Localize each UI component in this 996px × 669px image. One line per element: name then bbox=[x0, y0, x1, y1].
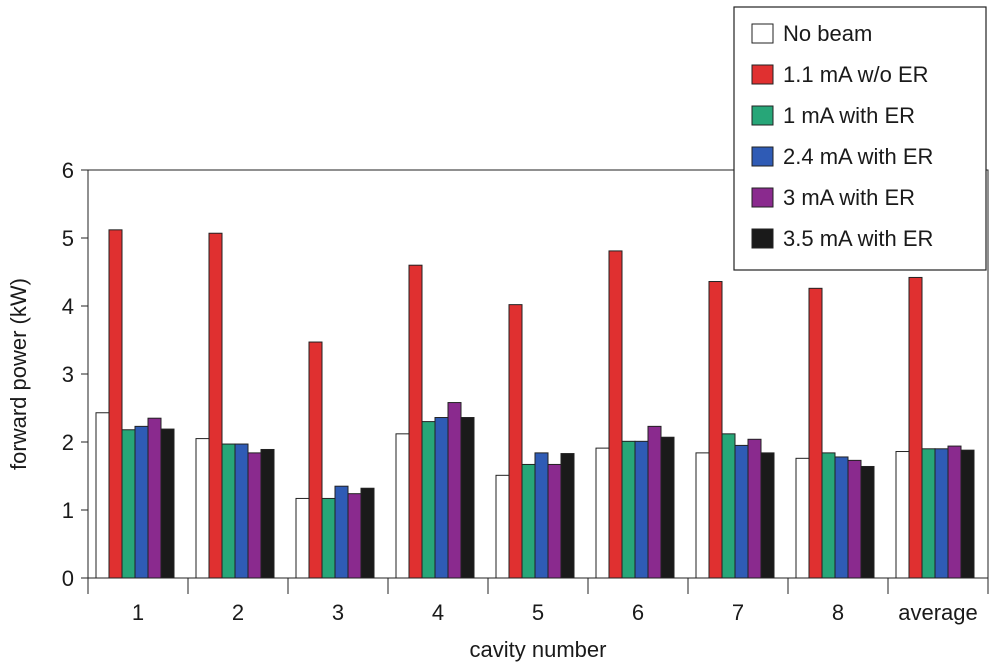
y-tick-label: 1 bbox=[62, 498, 74, 523]
bar-3-cat-6 bbox=[621, 440, 636, 579]
legend-swatch bbox=[751, 146, 774, 167]
bar-5-cat-2 bbox=[247, 452, 262, 579]
y-axis-title: forward power (kW) bbox=[6, 278, 31, 470]
bar-6-cat-7 bbox=[760, 452, 775, 579]
bar-3-cat-1 bbox=[121, 429, 136, 579]
bar-3-cat-8 bbox=[821, 452, 836, 579]
legend-box bbox=[733, 6, 987, 271]
legend-swatch bbox=[751, 23, 774, 44]
bar-6-cat-9 bbox=[960, 449, 975, 579]
bar-1-cat-8 bbox=[795, 457, 810, 579]
bar-1-cat-3 bbox=[295, 497, 310, 579]
axes-group: 0 1 2 3 4 5 6 1 2 3 4 5 6 7 8 average bbox=[62, 158, 989, 625]
bar-4-cat-1 bbox=[134, 425, 149, 579]
bar-2-cat-7 bbox=[708, 281, 723, 579]
bar-4-cat-9 bbox=[934, 448, 949, 579]
bar-1-cat-1 bbox=[95, 412, 110, 579]
bar-5-cat-7 bbox=[747, 438, 762, 579]
bar-3-cat-2 bbox=[221, 443, 236, 579]
bar-2-cat-2 bbox=[208, 232, 223, 579]
bar-5-cat-1 bbox=[147, 417, 162, 579]
legend-label: 1.1 mA w/o ER bbox=[783, 62, 929, 87]
bar-2-cat-8 bbox=[808, 287, 823, 579]
bar-2-cat-5 bbox=[508, 304, 523, 579]
legend-swatch bbox=[751, 187, 774, 208]
x-tick-label: 5 bbox=[532, 600, 544, 625]
bar-1-cat-9 bbox=[895, 451, 910, 579]
bar-6-cat-5 bbox=[560, 453, 575, 579]
bar-2-cat-1 bbox=[108, 229, 123, 579]
y-tick-label: 6 bbox=[62, 158, 74, 183]
bar-5-cat-4 bbox=[447, 402, 462, 579]
bar-4-cat-4 bbox=[434, 417, 449, 579]
bar-5-cat-3 bbox=[347, 493, 362, 579]
bar-2-cat-3 bbox=[308, 341, 323, 579]
x-tick-label: 1 bbox=[132, 600, 144, 625]
bar-6-cat-4 bbox=[460, 417, 475, 579]
bar-4-cat-5 bbox=[534, 452, 549, 579]
bar-3-cat-5 bbox=[521, 463, 536, 579]
legend-label: 2.4 mA with ER bbox=[783, 144, 933, 169]
bars-group bbox=[95, 229, 975, 579]
bar-4-cat-7 bbox=[734, 444, 749, 579]
x-tick-label: 6 bbox=[632, 600, 644, 625]
bar-6-cat-3 bbox=[360, 487, 375, 579]
legend-label: No beam bbox=[783, 21, 872, 46]
bar-1-cat-7 bbox=[695, 452, 710, 579]
legend-label: 1 mA with ER bbox=[783, 103, 915, 128]
y-tick-label: 4 bbox=[62, 294, 74, 319]
legend-label: 3.5 mA with ER bbox=[783, 226, 933, 251]
y-tick-label: 5 bbox=[62, 226, 74, 251]
bar-2-cat-6 bbox=[608, 250, 623, 579]
bar-2-cat-9 bbox=[908, 276, 923, 579]
legend-swatch bbox=[751, 105, 774, 126]
x-tick-label: 7 bbox=[732, 600, 744, 625]
legend: No beam 1.1 mA w/o ER 1 mA with ER 2.4 mA w… bbox=[733, 6, 987, 271]
bar-6-cat-6 bbox=[660, 436, 675, 579]
x-axis-title: cavity number bbox=[470, 637, 607, 662]
bar-3-cat-3 bbox=[321, 497, 336, 579]
bar-4-cat-2 bbox=[234, 443, 249, 579]
legend-swatch bbox=[751, 228, 774, 249]
x-tick-label: 8 bbox=[832, 600, 844, 625]
bar-4-cat-6 bbox=[634, 440, 649, 579]
x-tick-label: 2 bbox=[232, 600, 244, 625]
bar-1-cat-5 bbox=[495, 474, 510, 579]
x-tick-label: 4 bbox=[432, 600, 444, 625]
y-tick-label: 2 bbox=[62, 430, 74, 455]
bar-3-cat-4 bbox=[421, 421, 436, 579]
bar-5-cat-5 bbox=[547, 463, 562, 579]
bar-1-cat-2 bbox=[195, 438, 210, 579]
bar-3-cat-7 bbox=[721, 433, 736, 579]
y-tick-label: 0 bbox=[62, 566, 74, 591]
legend-label: 3 mA with ER bbox=[783, 185, 915, 210]
bar-3-cat-9 bbox=[921, 448, 936, 579]
bar-4-cat-3 bbox=[334, 485, 349, 579]
bar-1-cat-4 bbox=[395, 433, 410, 579]
bar-6-cat-2 bbox=[260, 448, 275, 579]
x-tick-label: 3 bbox=[332, 600, 344, 625]
bar-6-cat-1 bbox=[160, 428, 175, 579]
bar-5-cat-6 bbox=[647, 425, 662, 579]
bar-4-cat-8 bbox=[834, 456, 849, 579]
x-tick-label: average bbox=[898, 600, 978, 625]
y-tick-label: 3 bbox=[62, 362, 74, 387]
bar-5-cat-9 bbox=[947, 445, 962, 579]
bar-1-cat-6 bbox=[595, 447, 610, 579]
bar-2-cat-4 bbox=[408, 264, 423, 579]
bar-6-cat-8 bbox=[860, 465, 875, 579]
legend-swatch bbox=[751, 64, 774, 85]
bar-5-cat-8 bbox=[847, 459, 862, 579]
